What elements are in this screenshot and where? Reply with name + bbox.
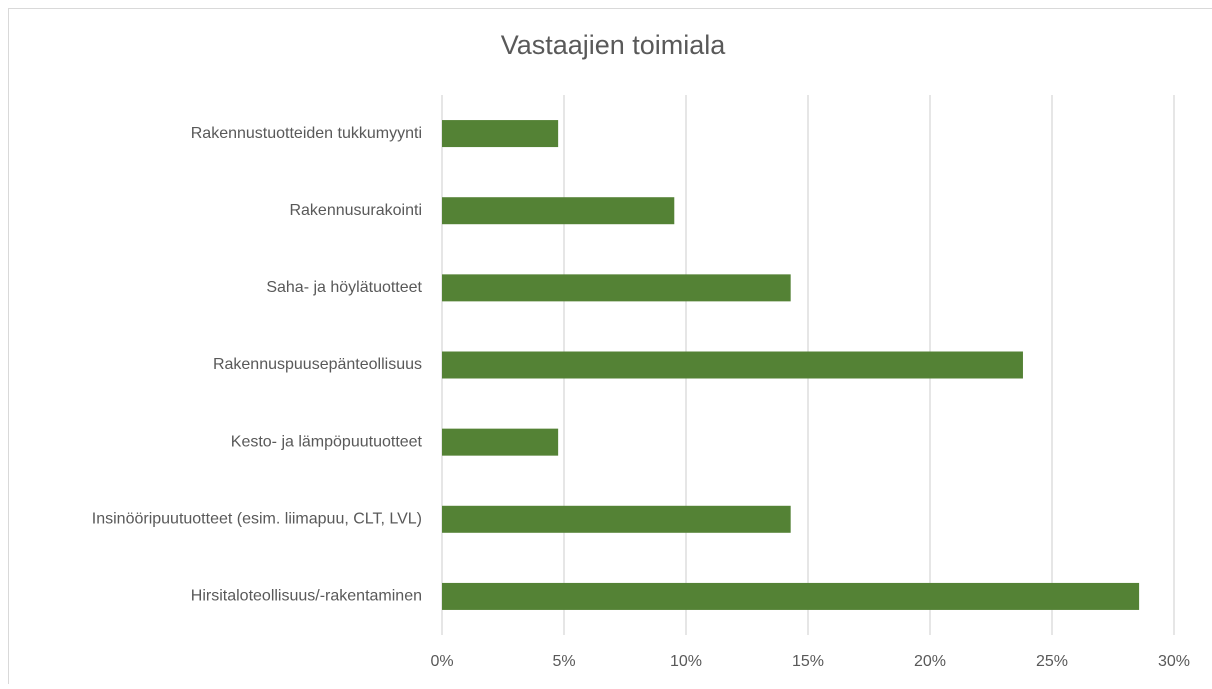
y-tick-label: Saha- ja höylätuotteet [266,279,422,296]
x-tick-label: 15% [792,653,824,670]
x-tick-label: 20% [914,653,946,670]
chart-frame [9,9,1212,685]
x-tick-label: 5% [552,653,575,670]
y-tick-label: Kesto- ja lämpöpuutuotteet [231,433,423,450]
x-tick-label: 10% [670,653,702,670]
x-tick-label: 0% [430,653,453,670]
bar [442,274,791,301]
x-tick-label: 25% [1036,653,1068,670]
bar [442,120,558,147]
bar [442,583,1139,610]
y-tick-label: Rakennuspuusepänteollisuus [213,356,422,373]
chart-title: Vastaajien toimiala [501,30,727,60]
y-tick-label: Rakennusurakointi [289,202,422,219]
x-tick-label: 30% [1158,653,1190,670]
bar [442,197,674,224]
y-tick-label: Rakennustuotteiden tukkumyynti [191,125,422,142]
y-tick-label: Hirsitaloteollisuus/-rakentaminen [191,588,422,605]
y-tick-label: Insinööripuutuotteet (esim. liimapuu, CL… [92,511,422,528]
bar [442,429,558,456]
bar [442,352,1023,379]
bar [442,506,791,533]
